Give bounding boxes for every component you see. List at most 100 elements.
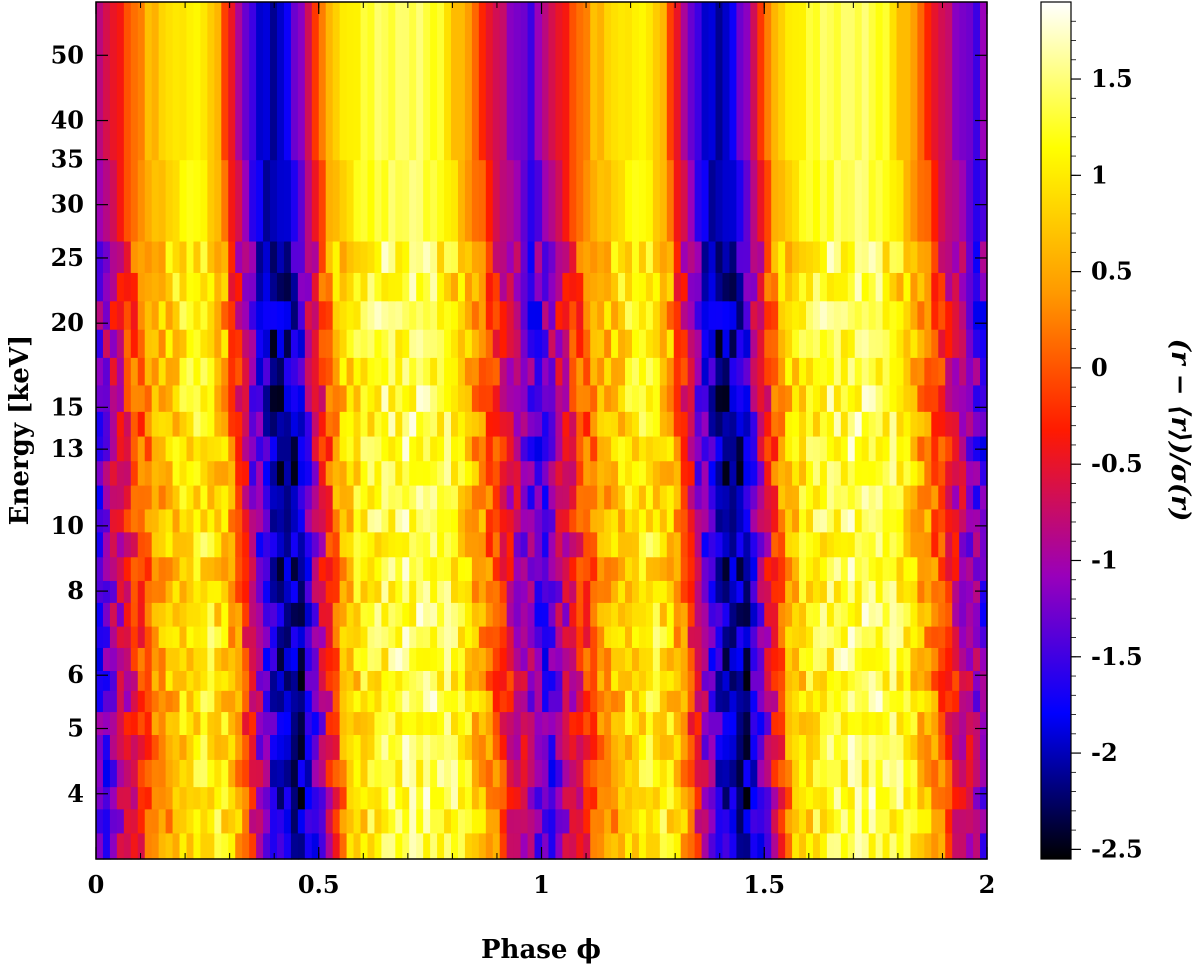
heatmap-cell [673,2,682,161]
heatmap-cell [861,272,870,302]
heatmap-cell [945,329,953,358]
heatmap-cell [144,832,153,860]
heatmap-cell [833,711,842,736]
heatmap-cell [875,556,884,581]
heatmap-cell [555,602,563,627]
heatmap-cell [917,786,925,810]
heatmap-cell [840,556,849,581]
heatmap-cell [882,272,891,302]
heatmap-cell [959,300,967,330]
heatmap-cell [437,159,445,242]
heatmap-cell [346,556,355,581]
heatmap-cell [123,272,132,302]
heatmap-cell [548,357,557,386]
heatmap-cell [792,556,800,581]
heatmap-cell [339,626,348,648]
heatmap-cell [833,300,842,330]
heatmap-cell [158,626,167,648]
heatmap-cell [381,485,389,510]
heatmap-cell [130,531,139,558]
heatmap-cell [318,508,327,533]
heatmap-cell [457,531,466,558]
heatmap-cell [959,159,967,242]
heatmap-cell [590,384,598,412]
heatmap-cell [812,300,821,330]
heatmap-cell [861,711,870,736]
heatmap-cell [172,357,181,386]
heatmap-cell [151,690,160,713]
heatmap-cell [123,647,132,671]
heatmap-cell [966,460,974,486]
heatmap-cell [179,734,188,760]
heatmap-cell [687,759,696,788]
colorbar-tick-label: 1 [1091,160,1108,189]
heatmap-cell [151,808,160,834]
heatmap-cell [485,626,494,648]
heatmap-cell [423,647,431,671]
heatmap-cell [297,759,306,788]
heatmap-cell [276,602,285,627]
heatmap-cell [673,626,682,648]
heatmap-cell [395,384,403,412]
heatmap-cell [854,508,863,533]
heatmap-cell [736,734,744,760]
heatmap-cell [611,808,619,834]
heatmap-cell [116,435,125,462]
heatmap-cell [562,556,570,581]
heatmap-cell [520,2,529,161]
heatmap-cell [332,647,341,671]
heatmap-cell [283,690,292,713]
heatmap-cell [172,272,181,302]
heatmap-cell [792,759,800,788]
heatmap-cell [457,435,466,462]
heatmap-cell [444,647,452,671]
heatmap-cell [903,626,912,648]
heatmap-cell [137,602,146,627]
heatmap-cell [722,580,731,603]
heatmap-cell [270,460,278,486]
heatmap-cell [736,647,744,671]
heatmap-cell [221,580,229,603]
heatmap-cell [875,2,884,161]
heatmap-cell [931,159,939,242]
heatmap-cell [701,240,710,273]
heatmap-cell [812,647,821,671]
heatmap-cell [973,670,981,691]
heatmap-cell [311,272,320,302]
heatmap-cell [785,670,793,691]
heatmap-cell [485,272,494,302]
heatmap-cell [931,300,939,330]
heatmap-cell [618,711,626,736]
heatmap-cell [297,690,306,713]
heatmap-cell [478,411,487,437]
heatmap-cell [826,2,835,161]
heatmap-cell [339,435,348,462]
heatmap-cell [569,832,577,860]
heatmap-cell [457,670,466,691]
heatmap-cell [416,384,424,412]
heatmap-cell [109,711,118,736]
heatmap-cell [200,485,208,510]
heatmap-cell [833,832,842,860]
heatmap-cell [374,759,382,788]
heatmap-cell [235,2,243,161]
heatmap-cell [945,411,953,437]
heatmap-cell [416,670,424,691]
heatmap-cell [256,2,264,161]
heatmap-cell [764,460,772,486]
heatmap-cell [861,435,870,462]
heatmap-cell [882,485,891,510]
heatmap-cell [506,647,515,671]
heatmap-cell [228,670,236,691]
heatmap-cell [840,734,849,760]
heatmap-cell [910,832,918,860]
heatmap-cell [812,734,821,760]
heatmap-cell [318,357,327,386]
heatmap-cell [367,711,376,736]
heatmap-cell [792,485,800,510]
heatmap-cell [402,159,410,242]
heatmap-cell [270,159,278,242]
heatmap-cell [249,300,257,330]
heatmap-cell [806,626,814,648]
heatmap-cell [290,626,299,648]
